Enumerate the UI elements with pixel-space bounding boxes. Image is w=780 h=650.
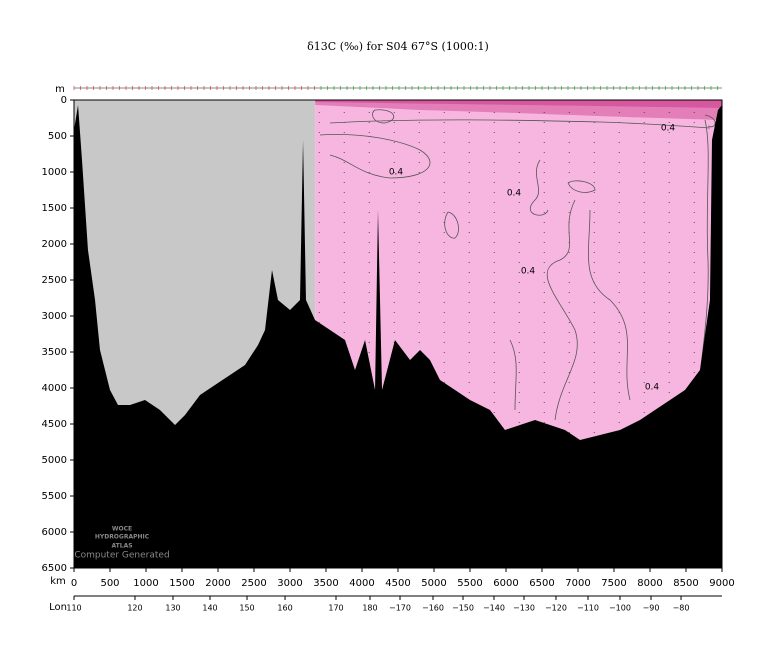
x-tick-label: 8500 (673, 578, 698, 589)
x-tick-label: 1000 (133, 578, 158, 589)
annotation: WOCE (112, 526, 132, 533)
lon-tick-label: 120 (127, 604, 142, 613)
contour-line (444, 211, 459, 239)
x-tick-label: 6500 (529, 578, 554, 589)
x-tick-label: 5000 (421, 578, 446, 589)
chart-title: δ13C (‰) for S04 67°S (1000:1) (307, 40, 489, 53)
y-tick-label: 6000 (42, 527, 67, 538)
bathymetry (74, 104, 722, 568)
lon-tick-label: −170 (389, 604, 411, 613)
lon-tick-label: −90 (643, 604, 660, 613)
annotation: HYDROGRAPHIC (95, 534, 150, 541)
lon-tick-label: −80 (673, 604, 690, 613)
y-tick-label: 3500 (42, 347, 67, 358)
lon-tick-label: −140 (483, 604, 505, 613)
contour-line (319, 134, 431, 179)
x-axis-label: km (50, 576, 66, 587)
contour-line (567, 180, 596, 193)
y-tick-label: 5000 (42, 455, 67, 466)
x-tick-label: 2500 (241, 578, 266, 589)
y-tick-label: 500 (48, 131, 67, 142)
x-tick-label: 9000 (709, 578, 734, 589)
y-tick-label: 1500 (42, 203, 67, 214)
x-tick-label: 4000 (349, 578, 374, 589)
x-tick-label: 0 (71, 578, 77, 589)
y-tick-label: 4500 (42, 419, 67, 430)
x-tick-label: 8000 (637, 578, 662, 589)
y-tick-label: 0 (61, 95, 67, 106)
y-tick-label: 4000 (42, 383, 67, 394)
lon-tick-label: −120 (545, 604, 567, 613)
y-tick-label: 5500 (42, 491, 67, 502)
x-tick-label: 500 (100, 578, 119, 589)
lon-tick-label: −130 (513, 604, 535, 613)
contour-label: 0.4 (521, 267, 536, 277)
x-tick-label: 6000 (493, 578, 518, 589)
lon-tick-label: −150 (452, 604, 474, 613)
y-tick-label: 2500 (42, 275, 67, 286)
contour-label: 0.4 (389, 168, 404, 178)
x-tick-label: 4500 (385, 578, 410, 589)
lon-tick-label: 110 (66, 604, 81, 613)
y-axis-label: m (55, 84, 65, 95)
annotation: ATLAS (111, 543, 132, 550)
x-tick-label: 5500 (457, 578, 482, 589)
x-tick-label: 2000 (205, 578, 230, 589)
lon-tick-label: −110 (577, 604, 599, 613)
lon-tick-label: 160 (277, 604, 292, 613)
surface-layer (315, 100, 722, 108)
y-tick-label: 6500 (42, 563, 67, 574)
annotation: Computer Generated (74, 551, 169, 561)
y-tick-label: 2000 (42, 239, 67, 250)
contour-line (588, 209, 631, 401)
contour-line (372, 109, 395, 124)
lon-tick-label: 130 (165, 604, 180, 613)
lon-tick-label: −100 (609, 604, 631, 613)
x-tick-label: 7500 (601, 578, 626, 589)
lon-tick-label: 150 (239, 604, 254, 613)
lon-tick-label: 140 (202, 604, 217, 613)
contour-label: 0.4 (661, 124, 676, 134)
lon-tick-label: −160 (422, 604, 444, 613)
contour-label: 0.4 (645, 383, 660, 393)
contour-line (529, 159, 549, 216)
lon-axis-label: Lon (49, 602, 67, 613)
x-tick-label: 3000 (277, 578, 302, 589)
contour-line (704, 114, 716, 128)
x-tick-label: 7000 (565, 578, 590, 589)
y-tick-label: 3000 (42, 311, 67, 322)
contour-label: 0.4 (507, 189, 522, 199)
x-tick-label: 1500 (169, 578, 194, 589)
contour-line (546, 199, 578, 421)
contour-line (329, 119, 711, 129)
lon-tick-label: 180 (362, 604, 377, 613)
lon-tick-label: 170 (328, 604, 343, 613)
y-tick-label: 1000 (42, 167, 67, 178)
x-tick-label: 3500 (313, 578, 338, 589)
contour-line (509, 339, 517, 411)
